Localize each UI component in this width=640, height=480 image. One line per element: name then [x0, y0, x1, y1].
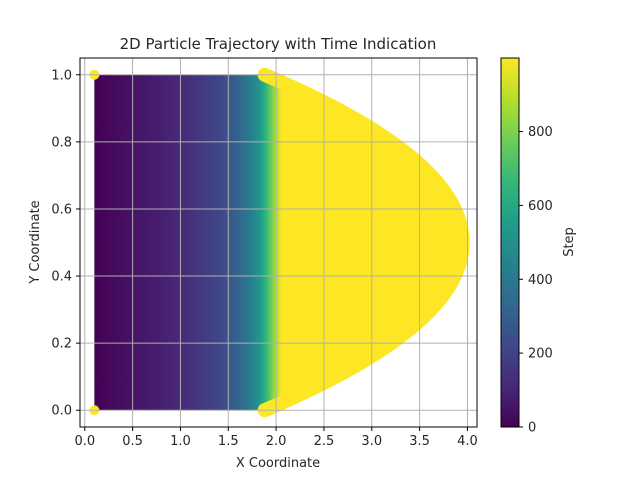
x-tick-label-4: 2.0 [266, 434, 287, 449]
x-axis-title: X Coordinate [236, 456, 320, 471]
y-axis-title: Y Coordinate [28, 200, 43, 284]
x-tick-label-7: 3.5 [409, 434, 430, 449]
colorbar-tick-label-2: 400 [528, 273, 553, 288]
colorbar: 0 200 400 600 800 [500, 57, 553, 436]
y-tick-label-2: 0.4 [51, 270, 72, 285]
x-tick-label-2: 1.0 [170, 434, 191, 449]
x-tick-label-1: 0.5 [122, 434, 143, 449]
x-tick-label-0: 0.0 [74, 434, 95, 449]
plot-area [80, 58, 477, 427]
x-tick-label-3: 1.5 [218, 434, 239, 449]
x-tick-label-6: 3.0 [361, 434, 382, 449]
y-tick-label-1: 0.2 [51, 337, 72, 352]
trajectory-region [94, 74, 463, 411]
x-tick-label-8: 4.0 [457, 434, 478, 449]
x-axis: 0.0 0.5 1.0 1.5 2.0 2.5 3.0 3.5 4.0 [74, 427, 478, 449]
y-tick-label-5: 1.0 [51, 68, 72, 83]
colorbar-tick-label-0: 0 [528, 421, 536, 436]
colorbar-bar [500, 57, 520, 428]
chart-title: 2D Particle Trajectory with Time Indicat… [120, 35, 437, 53]
y-tick-label-3: 0.6 [51, 202, 72, 217]
y-axis: 0.0 0.2 0.4 0.6 0.8 1.0 [51, 68, 80, 419]
y-tick-label-4: 0.8 [51, 135, 72, 150]
colorbar-label: Step [562, 227, 577, 257]
trajectory-end-band [257, 67, 470, 418]
plot-frame [79, 57, 478, 428]
y-tick-label-0: 0.0 [51, 404, 72, 419]
x-tick-label-5: 2.5 [314, 434, 335, 449]
colorbar-tick-label-3: 600 [528, 199, 553, 214]
colorbar-tick-label-1: 200 [528, 347, 553, 362]
colorbar-tick-label-4: 800 [528, 125, 553, 140]
